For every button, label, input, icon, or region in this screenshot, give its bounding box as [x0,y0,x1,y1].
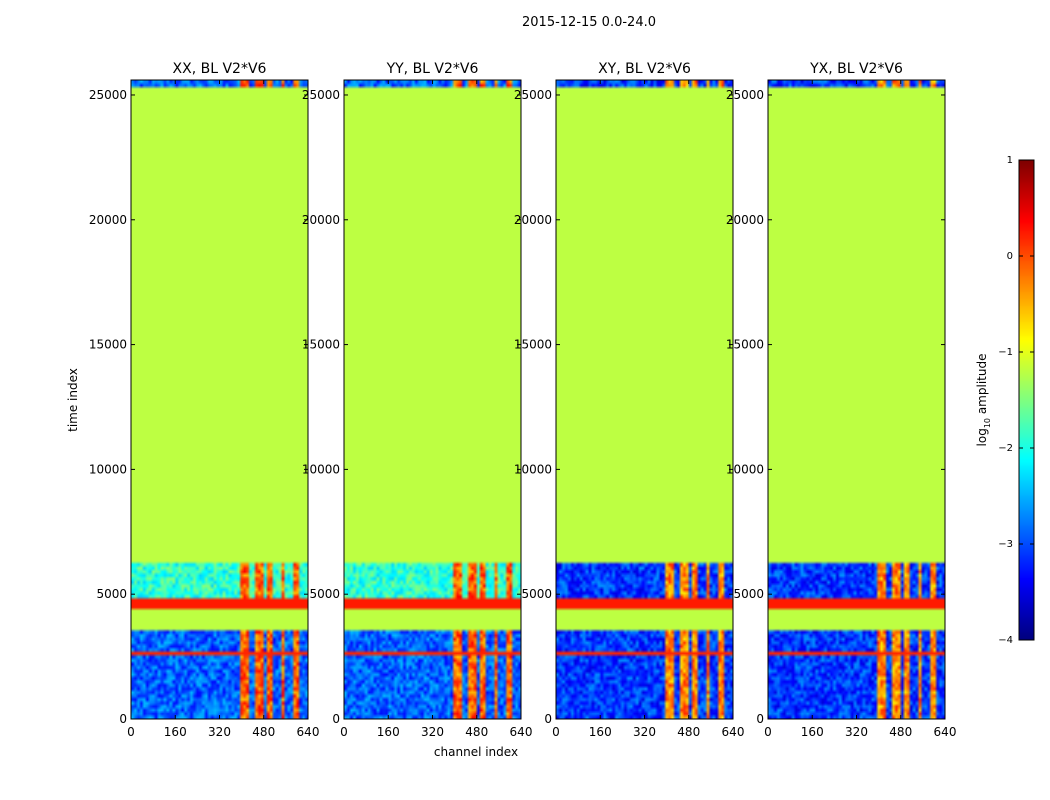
x-tick-label-1-0: 0 [340,725,348,739]
panels-group: XX, BL V2*V6 0 160 320 480 640 0 5000 10000 15000… [89,61,957,739]
y-tick-label-2-10000: 10000 [514,462,552,476]
y-tick-label-1-10000: 10000 [302,462,340,476]
x-tick-label-1-480: 480 [465,725,488,739]
x-tick-label-0-640: 640 [297,725,320,739]
x-axis-label: channel index [434,745,518,759]
x-tick-label-0-160: 160 [164,725,187,739]
y-tick-label-0-0: 0 [119,712,127,726]
y-tick-label-3-0: 0 [756,712,764,726]
y-tick-label-1-25000: 25000 [302,88,340,102]
y-tick-label-0-25000: 25000 [89,88,127,102]
colorbar-tick-label-2: −1 [998,347,1013,358]
panel-title-2: XY, BL V2*V6 [598,61,691,77]
x-tick-label-3-160: 160 [801,725,824,739]
x-tick-label-1-320: 320 [421,725,444,739]
colorbar-tick-label-0: 1 [1007,155,1013,166]
colorbar-tick-label-3: −2 [998,443,1013,454]
x-tick-label-3-640: 640 [934,725,957,739]
y-tick-label-2-20000: 20000 [514,213,552,227]
panel-2: XY, BL V2*V6 0 160 320 480 640 0 5000 10000 15000… [514,61,745,739]
heatmap-image-2 [556,80,733,719]
colorbar-tick-label-1: 0 [1007,251,1013,262]
x-tick-label-0-480: 480 [252,725,275,739]
x-tick-label-0-320: 320 [208,725,231,739]
x-tick-label-3-320: 320 [845,725,868,739]
y-tick-label-0-10000: 10000 [89,462,127,476]
colorbar-tick-label-4: −3 [998,539,1013,550]
colorbar-label-sub: 10 [983,418,992,428]
y-tick-label-1-5000: 5000 [309,587,340,601]
x-tick-label-3-0: 0 [764,725,772,739]
colorbar-tick-label-5: −4 [998,635,1013,646]
x-tick-label-2-0: 0 [552,725,560,739]
colorbar-label: log10 amplitude [975,354,992,447]
x-tick-label-2-480: 480 [677,725,700,739]
heatmap-image-3 [768,80,945,719]
x-tick-label-0-0: 0 [127,725,135,739]
y-tick-label-2-15000: 15000 [514,338,552,352]
y-tick-label-2-25000: 25000 [514,88,552,102]
y-tick-label-3-15000: 15000 [726,338,764,352]
colorbar-label-rest: amplitude [975,354,989,418]
x-tick-label-1-160: 160 [377,725,400,739]
panel-1: YY, BL V2*V6 0 160 320 480 640 0 5000 10000 15000… [302,61,533,739]
figure-suptitle: 2015-12-15 0.0-24.0 [522,15,656,30]
y-tick-label-1-20000: 20000 [302,213,340,227]
y-tick-label-0-20000: 20000 [89,213,127,227]
heatmap-image-1 [344,80,521,719]
y-tick-label-3-20000: 20000 [726,213,764,227]
colorbar-label-base: log [975,428,989,446]
panel-0: XX, BL V2*V6 0 160 320 480 640 0 5000 10000 15000… [89,61,320,739]
x-tick-label-1-640: 640 [510,725,533,739]
y-tick-label-1-15000: 15000 [302,338,340,352]
x-tick-label-2-640: 640 [722,725,745,739]
panel-3: YX, BL V2*V6 0 160 320 480 640 0 5000 10000 15000… [726,61,957,739]
y-tick-label-2-0: 0 [544,712,552,726]
y-tick-label-1-0: 0 [332,712,340,726]
y-tick-label-3-10000: 10000 [726,462,764,476]
y-tick-label-0-5000: 5000 [96,587,127,601]
x-tick-label-2-320: 320 [633,725,656,739]
y-tick-label-0-15000: 15000 [89,338,127,352]
heatmap-image-0 [131,80,308,719]
panel-title-1: YY, BL V2*V6 [386,61,479,77]
x-tick-label-3-480: 480 [889,725,912,739]
x-tick-label-2-160: 160 [589,725,612,739]
y-tick-label-2-5000: 5000 [521,587,552,601]
y-axis-label: time index [66,368,80,432]
panel-title-0: XX, BL V2*V6 [173,61,267,77]
y-tick-label-3-5000: 5000 [733,587,764,601]
y-tick-label-3-25000: 25000 [726,88,764,102]
colorbar-gradient [1019,160,1034,640]
colorbar-frame [1018,159,1035,641]
panel-title-3: YX, BL V2*V6 [809,61,903,77]
